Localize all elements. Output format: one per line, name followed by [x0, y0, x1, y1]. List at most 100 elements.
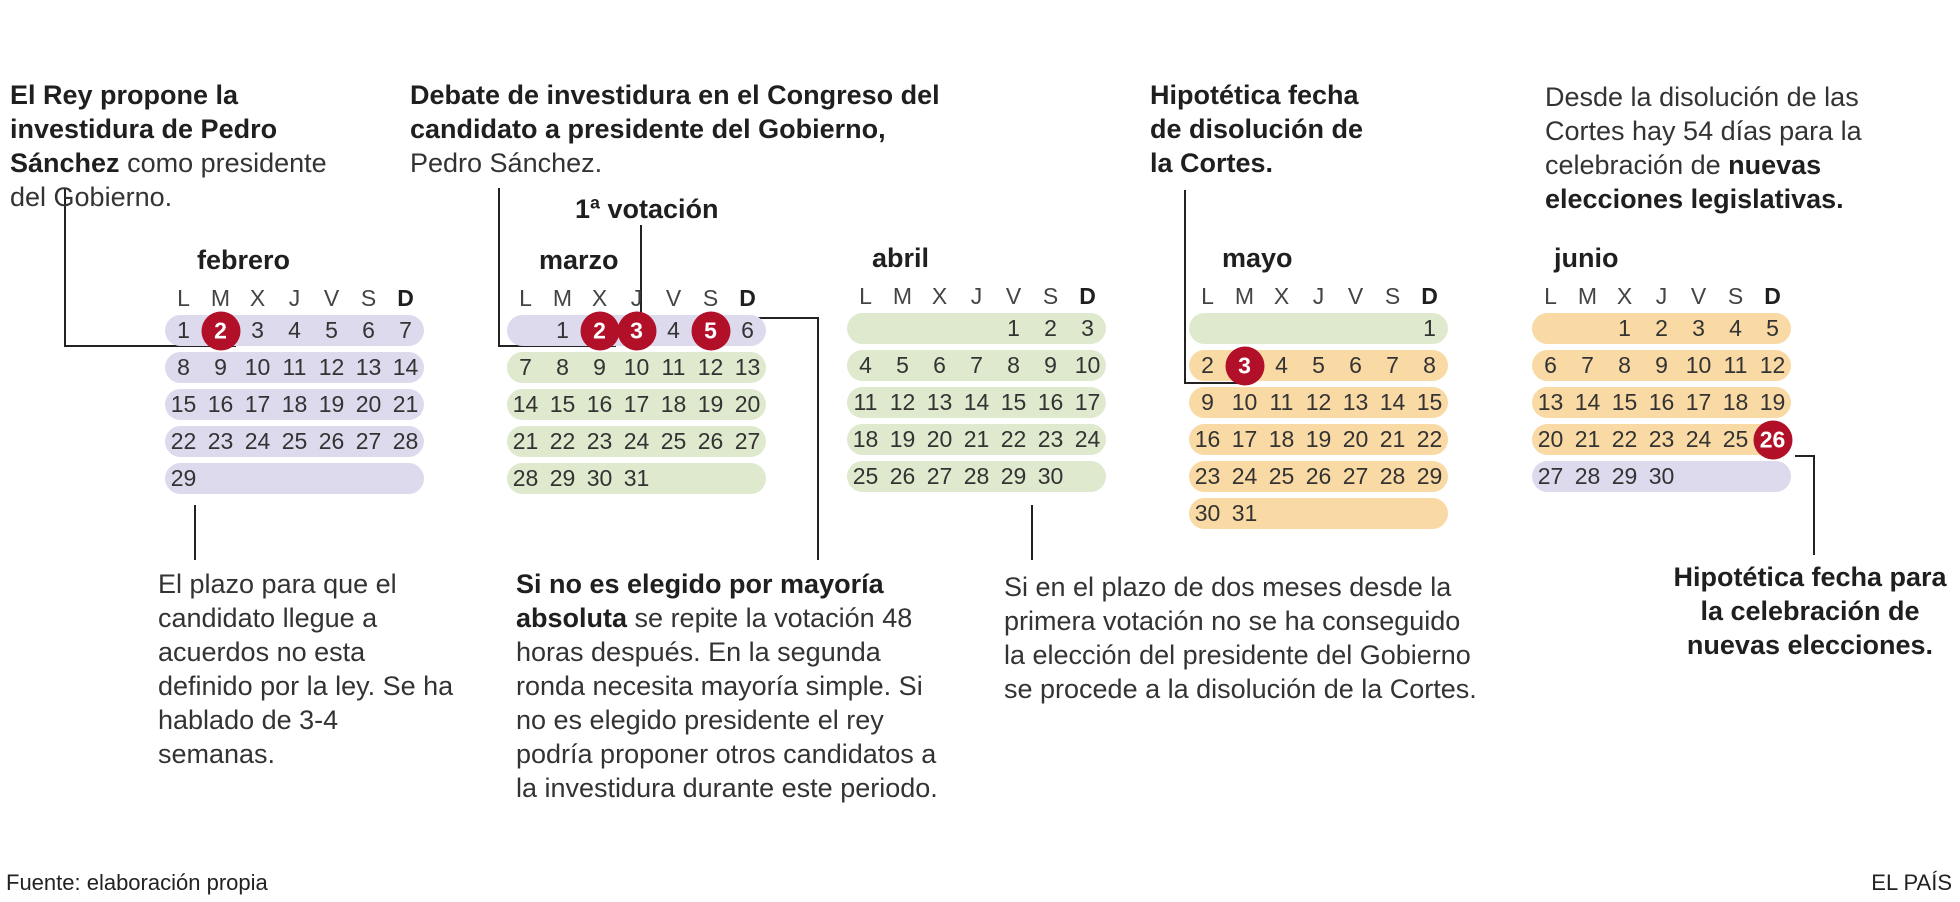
calendar-day: 16	[207, 391, 234, 417]
annotation-rey-text: como presidente del Gobierno.	[10, 148, 327, 212]
weekday-label: M	[552, 284, 573, 311]
calendar-week: 18 19 20 21 22 23 24	[847, 424, 1106, 455]
marked-day: 2	[580, 311, 619, 350]
calendar-day: 16	[586, 391, 613, 417]
calendar-day: 28	[1379, 463, 1406, 489]
annotation-desde-bold: nuevas elecciones legislativas.	[1545, 150, 1844, 214]
calendar-day: 5	[896, 352, 909, 378]
weekday-label: V	[665, 284, 682, 311]
calendar-day: 12	[318, 354, 345, 380]
calendar-day: 1	[556, 317, 569, 343]
annotation-desde-text: Desde la disolución de las Cortes hay 54…	[1545, 82, 1862, 180]
calendar-day: 12	[1759, 352, 1786, 378]
calendar-day: 28	[512, 465, 539, 491]
calendar-day: 2	[1655, 315, 1668, 341]
calendar-day: 8	[177, 354, 190, 380]
annotation-votacion: 1ª votación	[575, 192, 719, 226]
calendar-day: 1	[1618, 315, 1631, 341]
calendar-day: 3	[251, 317, 264, 343]
weekday-label: D	[1764, 282, 1781, 309]
annotation-rey-bold: El Rey propone la investidura de Pedro S…	[10, 80, 278, 178]
calendar-week: 8 9 10 11 12 13 14	[165, 352, 424, 383]
calendar-day: 17	[1231, 426, 1258, 452]
annotation-elecciones: Hipotética fecha para la celebración de …	[1660, 560, 1960, 662]
weekday-label: M	[1577, 282, 1598, 309]
calendar-day: 10	[623, 354, 650, 380]
calendar-day: 28	[963, 463, 990, 489]
calendar-day: 11	[853, 389, 878, 415]
calendar-day: 9	[1044, 352, 1057, 378]
annotation-disolucion: Hipotética fecha de disolución de la Cor…	[1150, 78, 1390, 180]
calendar-week: 4 5 6 7 8 9 10	[847, 350, 1106, 381]
calendar-day: 12	[889, 389, 916, 415]
annotation-mayoria-text: se repite la votación 48 horas después. …	[516, 603, 938, 803]
calendar-day: 27	[1342, 463, 1369, 489]
month-title-junio: junio	[1554, 243, 1619, 273]
calendar-day: 20	[1537, 426, 1564, 452]
weekday-label: S	[1042, 282, 1059, 309]
connector-debate	[498, 188, 616, 347]
marked-day: 5	[691, 311, 730, 350]
calendar-day: 14	[963, 389, 990, 415]
calendar-day: 22	[170, 428, 197, 454]
calendar-day: 8	[1007, 352, 1020, 378]
calendar-day: 17	[244, 391, 271, 417]
calendar-day: 25	[281, 428, 308, 454]
calendar-day: 23	[1648, 426, 1675, 452]
weekday-label: M	[1234, 282, 1255, 309]
annotation-debate-bold: Debate de investidura en el Congreso del…	[410, 80, 940, 144]
calendar-day: 4	[1275, 352, 1288, 378]
calendar-day: 27	[1537, 463, 1564, 489]
calendar-day: 7	[1386, 352, 1399, 378]
calendar-day: 1	[1007, 315, 1020, 341]
weekday-label: D	[1079, 282, 1096, 309]
calendar-day: 11	[1269, 389, 1294, 415]
calendar-day: 26	[1305, 463, 1332, 489]
calendar-week: 29	[165, 463, 424, 494]
weekday-label: L	[1544, 282, 1557, 309]
calendar-febrero: L M X J V S D 1 2 3 4 5 6 7 8 9 10 11 12 13 14 15 16 17 18 19 20 21…	[165, 281, 424, 500]
weekday-label: M	[210, 284, 231, 311]
calendar-day: 30	[586, 465, 613, 491]
weekday-label: X	[591, 284, 608, 311]
weekday-label: V	[1005, 282, 1022, 309]
weekday-label: X	[1273, 282, 1290, 309]
calendar-day: 19	[1305, 426, 1332, 452]
calendar-day: 9	[1201, 389, 1214, 415]
marked-day: 2	[201, 311, 240, 350]
calendar-day: 15	[170, 391, 197, 417]
calendar-week: 22 23 24 25 26 27 28	[165, 426, 424, 457]
weekday-label: L	[1201, 282, 1214, 309]
calendar-day: 18	[1722, 389, 1749, 415]
calendar-day: 29	[1611, 463, 1638, 489]
calendar-week: 13 14 15 16 17 18 19	[1532, 387, 1791, 418]
calendar-day: 20	[355, 391, 382, 417]
calendar-day: 29	[1416, 463, 1443, 489]
calendar-day: 18	[281, 391, 308, 417]
calendar-day: 8	[1618, 352, 1631, 378]
annotation-debate: Debate de investidura en el Congreso del…	[410, 78, 940, 180]
calendar-day: 10	[1685, 352, 1712, 378]
calendar-day: 25	[1722, 426, 1749, 452]
calendar-week: 16 17 18 19 20 21 22	[1189, 424, 1448, 455]
calendar-day: 15	[1416, 389, 1443, 415]
calendar-day: 13	[734, 354, 761, 380]
calendar-week: 25 26 27 28 29 30	[847, 461, 1106, 492]
calendar-day: 8	[556, 354, 569, 380]
calendar-day: 27	[734, 428, 761, 454]
calendar-week: 1	[1189, 313, 1448, 344]
calendar-day: 22	[1000, 426, 1027, 452]
calendar-day: 9	[1655, 352, 1668, 378]
calendar-day: 20	[1342, 426, 1369, 452]
annotation-mayoria-bold: Si no es elegido por mayoría absoluta	[516, 569, 884, 633]
annotation-elecciones-label: Hipotética fecha para la celebración de …	[1673, 562, 1947, 660]
connector-rey	[64, 188, 236, 347]
calendar-day: 23	[1194, 463, 1221, 489]
calendar-mayo: L M X J V S D 1 2 3 4 5 6 7 8 9 10 11 12 13 14 15 16 17 18 19 20 21…	[1189, 279, 1448, 535]
connector-elecciones	[1795, 455, 1815, 555]
